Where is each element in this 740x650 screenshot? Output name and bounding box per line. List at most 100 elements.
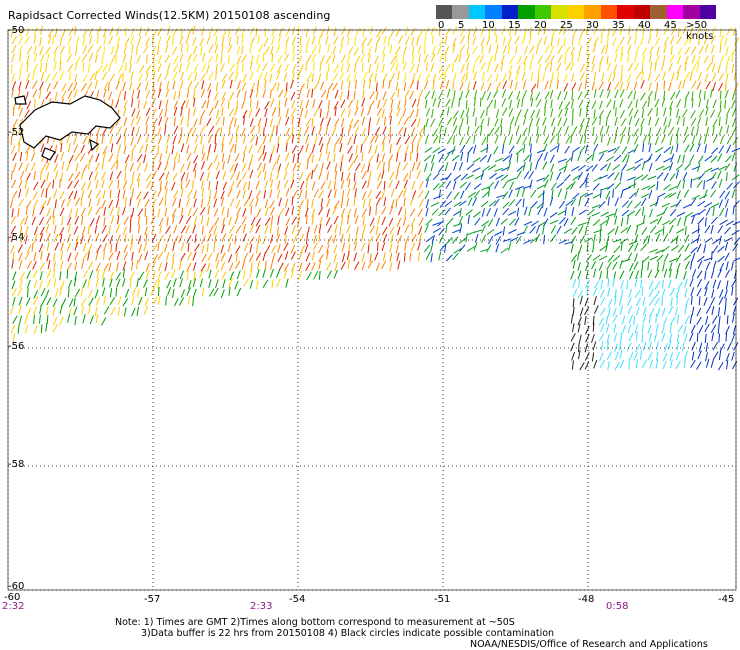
- wind-barb: [250, 216, 256, 226]
- wind-barb: [327, 117, 331, 127]
- wind-barb: [12, 251, 15, 261]
- wind-barb: [271, 36, 275, 46]
- wind-barb: [346, 55, 351, 64]
- wind-barb: [31, 162, 36, 172]
- wind-barb: [340, 208, 346, 217]
- wind-barb: [620, 109, 625, 119]
- wind-barb: [453, 248, 462, 254]
- wind-barb: [409, 80, 415, 89]
- wind-barb: [334, 89, 339, 99]
- wind-barb: [612, 238, 622, 243]
- wind-barb: [432, 172, 440, 181]
- wind-barb: [368, 144, 372, 154]
- wind-barb: [152, 243, 158, 252]
- wind-barb: [563, 174, 571, 182]
- wind-barb: [649, 248, 658, 253]
- wind-barb: [376, 180, 383, 189]
- wind-barb: [459, 44, 466, 54]
- wind-barb: [433, 195, 442, 200]
- wind-barb: [10, 135, 13, 145]
- wind-barb: [26, 27, 30, 37]
- wind-barb: [627, 53, 630, 63]
- wind-barb: [502, 107, 508, 116]
- legend-label: 25: [560, 20, 573, 31]
- wind-barb: [264, 108, 268, 118]
- wind-barb: [591, 352, 595, 362]
- wind-barb: [606, 99, 612, 108]
- wind-barb: [579, 362, 585, 371]
- wind-barb: [397, 206, 403, 216]
- wind-barb: [157, 286, 160, 296]
- wind-barb: [388, 162, 390, 172]
- wind-barb: [45, 91, 51, 100]
- wind-barb: [311, 126, 315, 136]
- wind-barb: [550, 163, 555, 173]
- wind-barb: [201, 198, 204, 208]
- wind-barb: [152, 117, 158, 127]
- wind-barb: [411, 73, 416, 82]
- wind-barb: [690, 178, 693, 188]
- legend-swatch: [518, 5, 535, 19]
- wind-barb: [453, 135, 455, 145]
- wind-barb: [40, 62, 42, 72]
- wind-barb: [38, 243, 44, 253]
- wind-barb: [88, 261, 94, 270]
- wind-barb: [97, 65, 103, 74]
- wind-barb: [395, 81, 399, 91]
- wind-barb: [472, 64, 475, 74]
- wind-barb: [68, 154, 74, 164]
- wind-barb: [516, 135, 522, 145]
- wind-barb: [640, 174, 649, 181]
- wind-barb: [445, 237, 453, 245]
- wind-barb: [241, 45, 244, 55]
- wind-barb: [96, 269, 100, 279]
- wind-barb: [164, 180, 168, 190]
- wind-barb: [549, 62, 553, 72]
- wind-barb: [38, 216, 45, 226]
- wind-barb: [508, 242, 512, 252]
- wind-barb: [193, 162, 197, 172]
- wind-barb: [348, 233, 351, 243]
- wind-barb: [656, 82, 658, 92]
- lat-label: -52: [8, 127, 25, 138]
- wind-barb: [340, 198, 344, 208]
- wind-barb: [25, 226, 29, 236]
- wind-barb: [340, 233, 344, 243]
- wind-barb: [438, 37, 445, 46]
- wind-barb: [95, 262, 101, 272]
- wind-barb: [256, 63, 261, 73]
- wind-barb: [656, 254, 664, 262]
- wind-barb: [299, 45, 303, 55]
- wind-barb: [628, 314, 633, 324]
- wind-barb: [131, 296, 135, 306]
- wind-barb: [227, 208, 229, 218]
- wind-barb: [68, 27, 74, 36]
- wind-barb: [66, 134, 71, 144]
- wind-barb: [19, 226, 23, 236]
- wind-barb: [332, 46, 337, 55]
- wind-barb: [495, 174, 504, 180]
- wind-barb: [656, 172, 664, 180]
- wind-barb: [599, 164, 608, 171]
- wind-barb: [396, 136, 402, 146]
- wind-barb: [341, 190, 345, 200]
- wind-barb: [200, 263, 207, 272]
- wind-barb: [717, 170, 722, 180]
- wind-barb: [284, 198, 289, 208]
- wind-barb: [25, 205, 28, 215]
- wind-barb: [159, 153, 163, 163]
- wind-barb: [655, 341, 660, 351]
- wind-barb: [605, 190, 611, 200]
- wind-barb: [606, 183, 615, 190]
- wind-barb: [481, 220, 490, 227]
- wind-barb: [705, 352, 708, 362]
- wind-barb: [676, 341, 680, 351]
- wind-barb: [361, 62, 364, 72]
- wind-barb: [542, 72, 546, 82]
- wind-barb: [220, 190, 225, 200]
- wind-barb: [234, 260, 241, 270]
- wind-barb: [684, 55, 689, 65]
- wind-barb: [39, 304, 42, 314]
- wind-barb: [642, 314, 647, 323]
- wind-barb: [718, 165, 727, 171]
